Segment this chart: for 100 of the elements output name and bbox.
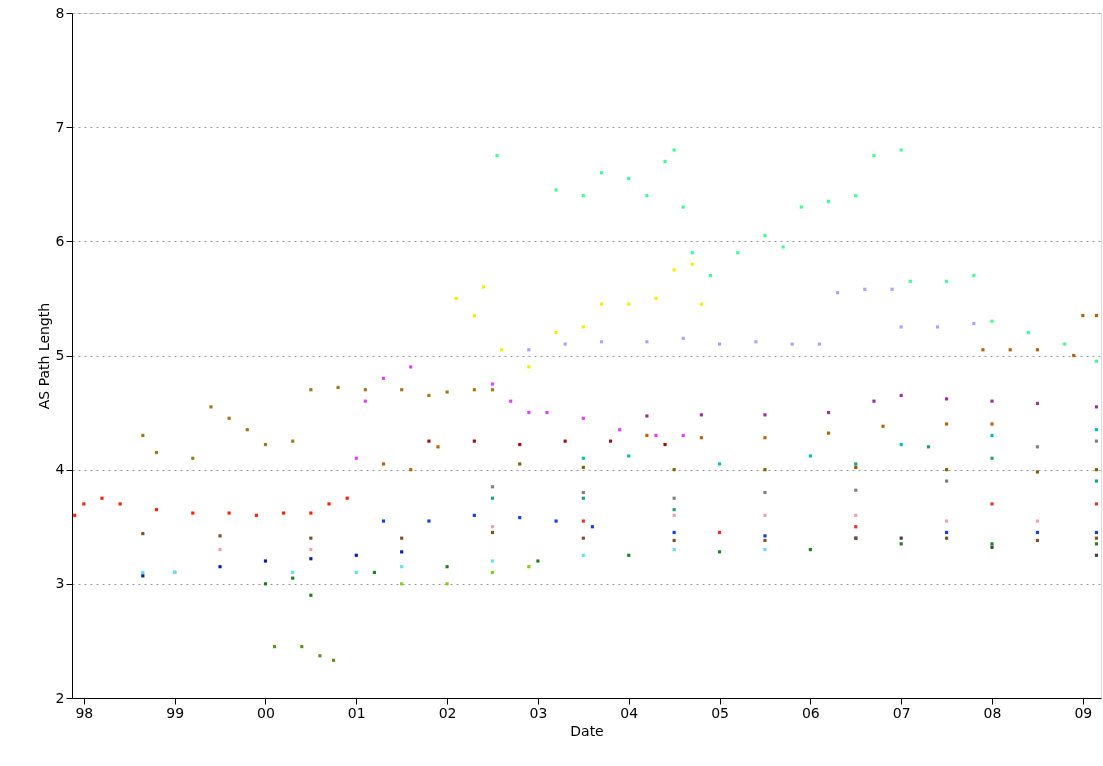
point bbox=[509, 399, 513, 403]
point bbox=[400, 550, 404, 554]
x-tick-label: 98 bbox=[75, 704, 94, 721]
point bbox=[327, 502, 331, 506]
point bbox=[1094, 359, 1099, 363]
point bbox=[490, 496, 495, 500]
point bbox=[645, 433, 649, 437]
point bbox=[1035, 538, 1040, 543]
point bbox=[490, 525, 495, 529]
point bbox=[627, 553, 631, 557]
point bbox=[763, 513, 767, 517]
point bbox=[717, 462, 722, 466]
point bbox=[427, 439, 431, 443]
point bbox=[400, 565, 404, 569]
point bbox=[445, 565, 449, 569]
point bbox=[754, 340, 758, 344]
point bbox=[218, 534, 222, 538]
point bbox=[763, 436, 767, 440]
point bbox=[436, 445, 440, 449]
point bbox=[1094, 553, 1099, 557]
point bbox=[518, 442, 522, 447]
point bbox=[527, 411, 531, 415]
point bbox=[300, 645, 304, 649]
point bbox=[872, 154, 876, 158]
point bbox=[990, 422, 994, 426]
x-tick-label: 02 bbox=[438, 704, 457, 721]
point bbox=[672, 468, 676, 472]
point bbox=[445, 390, 449, 394]
point bbox=[699, 413, 703, 417]
point bbox=[1094, 502, 1099, 506]
x-axis-title: Date bbox=[570, 722, 604, 739]
point bbox=[309, 536, 313, 540]
point bbox=[590, 525, 594, 529]
point bbox=[191, 511, 195, 515]
point bbox=[472, 513, 476, 517]
point bbox=[495, 154, 499, 158]
point bbox=[672, 148, 676, 152]
point bbox=[899, 536, 903, 540]
point bbox=[663, 442, 667, 447]
x-tick-label: 07 bbox=[892, 704, 911, 721]
point bbox=[227, 511, 231, 515]
point bbox=[899, 393, 903, 398]
point bbox=[254, 513, 258, 517]
point bbox=[681, 433, 685, 437]
point bbox=[672, 496, 676, 500]
point bbox=[291, 439, 295, 443]
point bbox=[1094, 405, 1099, 409]
point bbox=[1026, 331, 1030, 335]
x-tick-label: 04 bbox=[620, 704, 639, 721]
point bbox=[445, 582, 449, 586]
point bbox=[990, 319, 994, 323]
point bbox=[699, 436, 703, 440]
point bbox=[1094, 313, 1099, 318]
point bbox=[990, 433, 994, 437]
y-tick-label: 3 bbox=[55, 575, 65, 592]
point bbox=[945, 279, 949, 283]
point bbox=[518, 462, 522, 466]
point bbox=[972, 274, 976, 278]
point bbox=[363, 399, 367, 403]
point bbox=[908, 279, 912, 283]
point bbox=[490, 530, 495, 535]
point bbox=[527, 348, 531, 352]
x-tick-label: 09 bbox=[1074, 704, 1093, 721]
point bbox=[500, 348, 504, 352]
y-tick-label: 8 bbox=[55, 4, 65, 21]
point bbox=[945, 479, 949, 483]
point bbox=[490, 559, 495, 563]
point bbox=[872, 399, 876, 403]
point bbox=[381, 462, 386, 466]
point bbox=[545, 411, 549, 415]
point bbox=[990, 399, 994, 403]
point bbox=[763, 413, 767, 417]
point bbox=[945, 468, 949, 472]
point bbox=[141, 532, 145, 536]
point bbox=[227, 416, 231, 420]
point bbox=[654, 296, 658, 300]
y-tick-label: 4 bbox=[55, 461, 65, 478]
point bbox=[599, 302, 604, 306]
point bbox=[554, 519, 558, 523]
point bbox=[481, 285, 485, 289]
point bbox=[708, 274, 713, 278]
point bbox=[191, 456, 195, 460]
point bbox=[1008, 348, 1012, 352]
point bbox=[990, 456, 994, 460]
point bbox=[282, 511, 286, 515]
point bbox=[363, 388, 367, 392]
point bbox=[381, 519, 386, 523]
point bbox=[354, 570, 358, 574]
point bbox=[781, 245, 785, 249]
point bbox=[945, 530, 949, 535]
point bbox=[681, 205, 685, 209]
point bbox=[763, 538, 767, 543]
point bbox=[672, 513, 676, 517]
point bbox=[141, 574, 145, 578]
point bbox=[926, 445, 931, 449]
point bbox=[690, 251, 694, 255]
point bbox=[581, 456, 585, 460]
point bbox=[472, 313, 476, 318]
point bbox=[627, 176, 631, 181]
point bbox=[863, 287, 867, 291]
